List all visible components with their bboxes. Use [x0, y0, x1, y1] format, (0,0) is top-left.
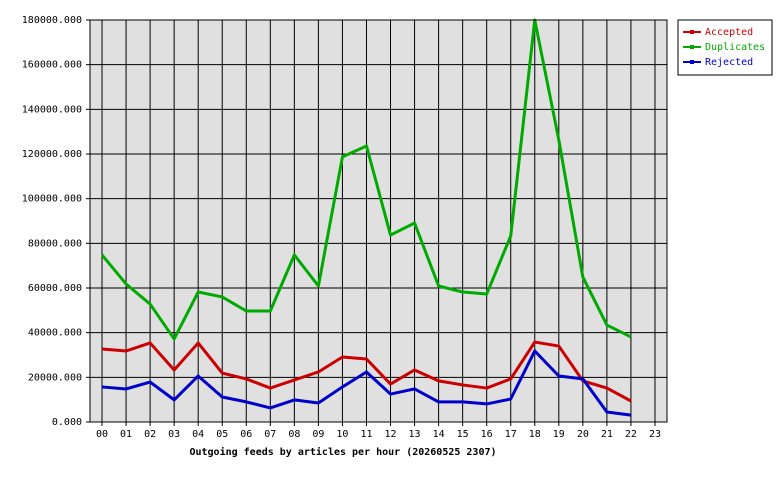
x-tick-label: 14 — [433, 429, 445, 440]
x-tick-label: 19 — [553, 429, 565, 440]
x-tick-label: 13 — [409, 429, 421, 440]
chart-title: Outgoing feeds by articles per hour (202… — [189, 446, 496, 458]
x-tick-label: 06 — [240, 429, 252, 440]
x-tick-label: 18 — [529, 429, 541, 440]
x-tick-label: 16 — [481, 429, 493, 440]
x-tick-label: 20 — [577, 429, 589, 440]
legend-marker — [690, 45, 694, 49]
x-tick-label: 22 — [625, 429, 637, 440]
plot-area — [89, 19, 668, 423]
y-tick-label: 180000.000 — [22, 15, 82, 26]
x-tick-label: 15 — [457, 429, 469, 440]
y-tick-label: 80000.000 — [28, 238, 82, 249]
legend-marker — [690, 60, 694, 64]
series-line — [100, 18, 632, 341]
y-tick-label: 40000.000 — [28, 328, 82, 339]
x-tick-label: 04 — [192, 429, 204, 440]
series-line — [101, 340, 632, 403]
x-tick-label: 07 — [264, 429, 276, 440]
x-tick-label: 02 — [144, 429, 156, 440]
y-tick-label: 140000.000 — [22, 104, 82, 115]
y-tick-label: 0.000 — [52, 417, 82, 428]
plot-border — [89, 19, 668, 423]
legend-marker — [690, 30, 694, 34]
y-tick-label: 20000.000 — [28, 372, 82, 383]
x-tick-label: 05 — [216, 429, 228, 440]
x-tick-label: 23 — [649, 429, 661, 440]
x-tick-label: 08 — [288, 429, 300, 440]
x-tick-label: 00 — [96, 429, 108, 440]
x-tick-label: 09 — [312, 429, 324, 440]
y-tick-label: 160000.000 — [22, 60, 82, 71]
y-tick-label: 120000.000 — [22, 149, 82, 160]
x-tick-label: 01 — [120, 429, 132, 440]
y-tick-label: 100000.000 — [22, 194, 82, 205]
x-tick-label: 11 — [360, 429, 372, 440]
series-line — [101, 349, 632, 417]
x-tick-label: 10 — [336, 429, 348, 440]
x-tick-label: 17 — [505, 429, 517, 440]
x-tick-label: 12 — [384, 429, 396, 440]
x-tick-label: 21 — [601, 429, 613, 440]
legend-label: Rejected — [705, 57, 753, 68]
x-tick-label: 03 — [168, 429, 180, 440]
legend-label: Duplicates — [705, 42, 765, 53]
legend-label: Accepted — [705, 27, 753, 38]
y-tick-label: 60000.000 — [28, 283, 82, 294]
